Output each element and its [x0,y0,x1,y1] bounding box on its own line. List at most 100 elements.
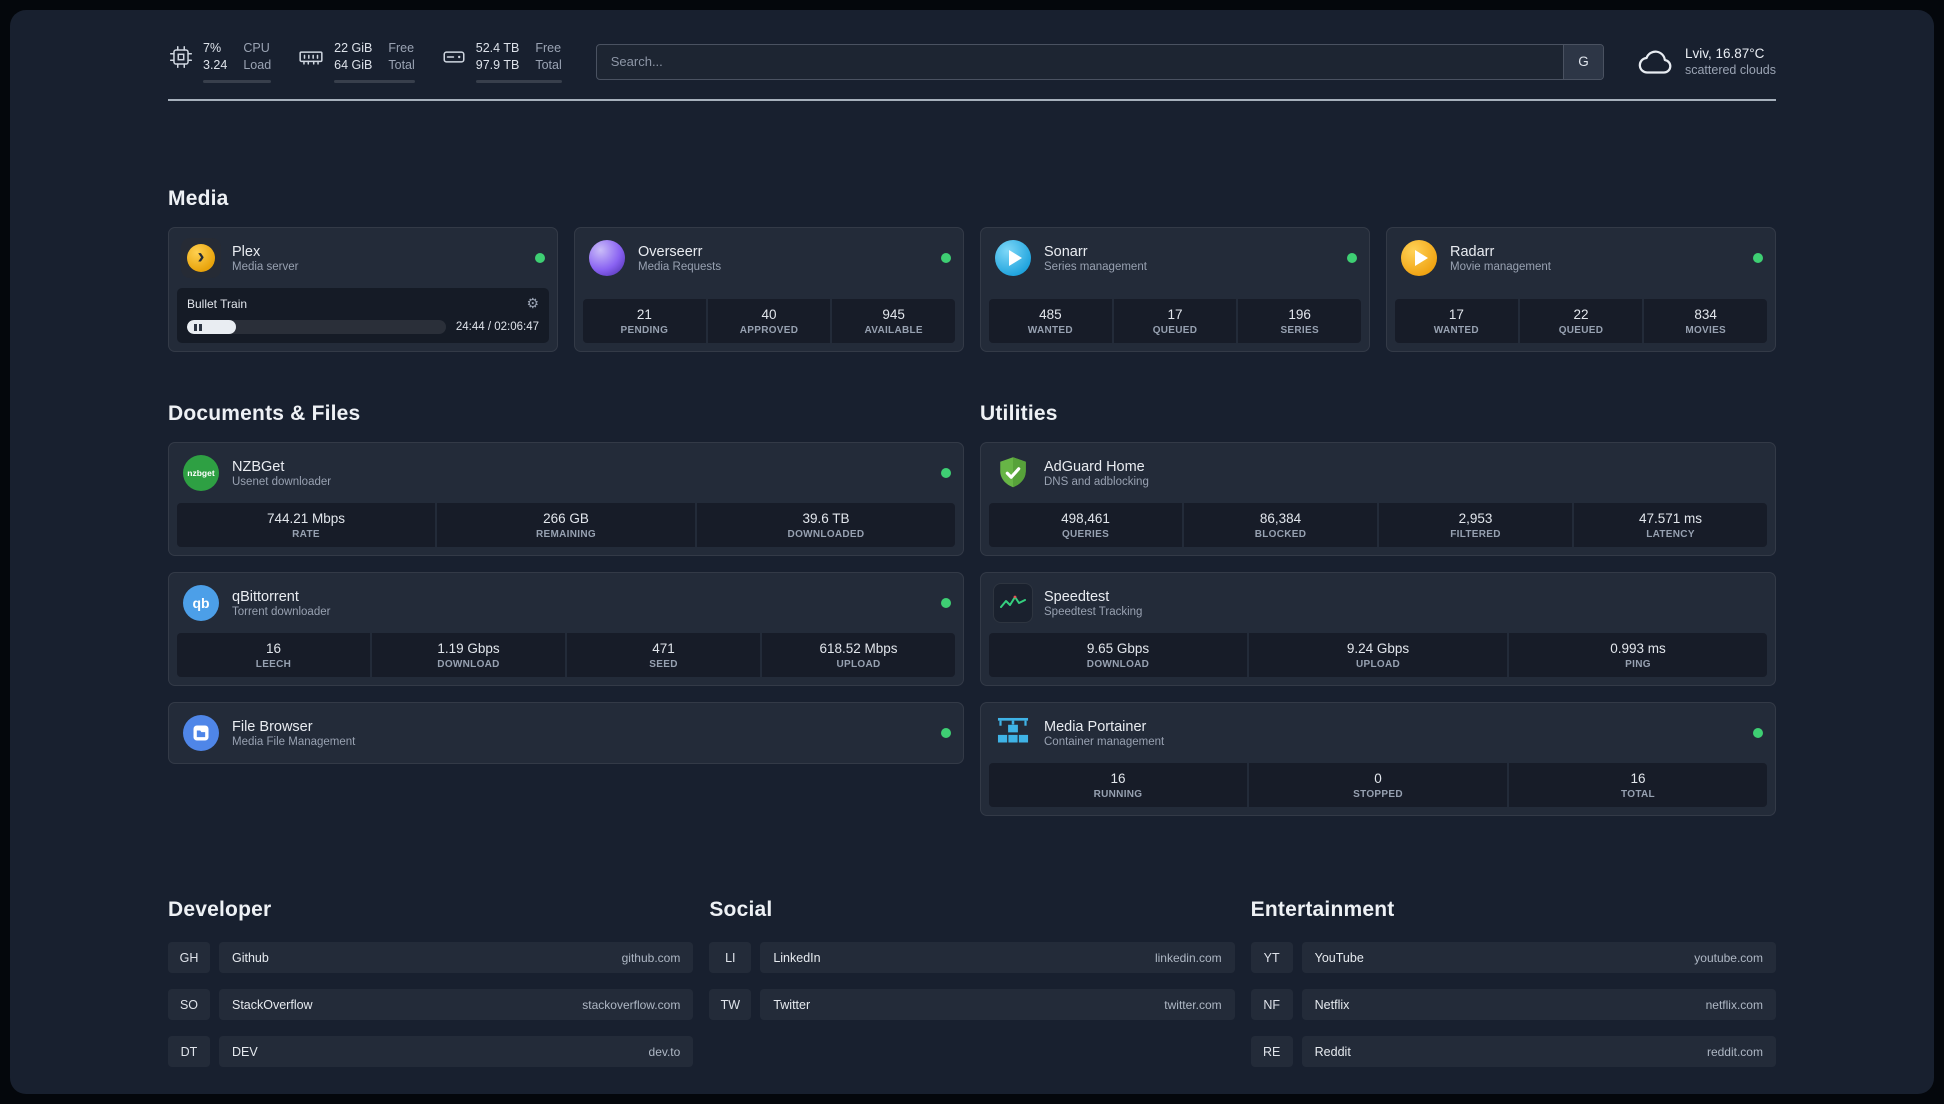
stat-remaining: 266 GB REMAINING [437,503,695,547]
cpu-percent: 7% [203,41,222,55]
card-title: Plex [232,243,261,260]
play-icon [1008,250,1022,266]
plex-card[interactable]: › Plex Media server Bullet Train ⚙ [168,227,558,352]
card-title: NZBGet [232,458,285,475]
weather-widget: Lviv, 16.87°C scattered clouds [1638,46,1776,77]
documents-section-heading: Documents & Files [168,402,361,425]
cloud-icon [1638,50,1672,74]
stat-downloaded: 39.6 TB DOWNLOADED [697,503,955,547]
filebrowser-card[interactable]: File Browser Media File Management [168,702,964,764]
bookmark-abbr: SO [168,989,210,1020]
memory-ram-icon [299,51,323,65]
card-title: Radarr [1450,243,1495,260]
stat-movies: 834 MOVIES [1644,299,1768,343]
cpu-label-1: CPU [243,41,270,55]
utilities-section-heading: Utilities [980,402,1058,425]
playback-time: 24:44 / 02:06:47 [455,321,539,333]
bookmark-netflix[interactable]: NF Netflix netflix.com [1250,989,1776,1020]
bookmark-name: DEV [232,1044,258,1059]
bookmark-url: dev.to [648,1044,681,1059]
card-title: Overseerr [638,243,703,260]
playback-progress-bar[interactable] [187,320,446,334]
stats-row: 16 RUNNING 0 STOPPED 16 TOTAL [981,763,1775,815]
bookmark-url: twitter.com [1164,997,1222,1012]
memory-usage-bar [334,79,415,83]
bookmark-name: StackOverflow [232,997,313,1012]
stat-approved: 40 APPROVED [707,299,831,343]
card-title: File Browser [232,718,313,735]
stat-leech: 16 LEECH [177,633,370,677]
qbittorrent-icon: qb [181,583,221,623]
entertainment-heading: Entertainment [1250,898,1395,921]
stat-filtered: 2,953 FILTERED [1379,503,1572,547]
bookmark-youtube[interactable]: YT YouTube youtube.com [1250,942,1776,973]
cpu-chip-icon [169,45,193,69]
stat-blocked: 86,384 BLOCKED [1184,503,1377,547]
card-subtitle: Media server [232,260,299,273]
search-input[interactable] [595,43,1604,80]
media-section: Media › Plex Media server Bullet Train ⚙ [168,187,1776,352]
disk-widget: 52.4 TB Free 97.9 TB Total [441,40,562,83]
portainer-crane-icon [993,713,1033,753]
bookmark-dev[interactable]: DT DEV dev.to [168,1036,694,1067]
bookmark-reddit[interactable]: RE Reddit reddit.com [1250,1036,1776,1067]
bookmark-name: Twitter [773,997,811,1012]
stat-ping: 0.993 ms PING [1509,633,1767,677]
bookmark-abbr: DT [168,1036,210,1067]
bookmark-linkedin[interactable]: LI LinkedIn linkedin.com [709,942,1235,973]
stat-total: 16 TOTAL [1509,763,1767,807]
bookmark-abbr: NF [1250,989,1293,1020]
bookmark-twitter[interactable]: TW Twitter twitter.com [709,989,1235,1020]
stat-download: 9.65 Gbps DOWNLOAD [989,633,1247,677]
stat-wanted: 17 WANTED [1395,299,1518,343]
card-subtitle: Media File Management [232,735,356,748]
status-dot [941,468,951,478]
stat-latency: 47.571 ms LATENCY [1574,503,1767,547]
speedtest-card[interactable]: Speedtest Speedtest Tracking 9.65 Gbps DO… [980,572,1776,686]
memory-widget: 22 GiB Free 64 GiB Total [297,40,415,83]
status-dot [941,253,951,263]
card-subtitle: Movie management [1450,260,1551,273]
bookmark-abbr: GH [168,942,210,973]
plex-icon: › [181,238,221,278]
stat-upload: 618.52 Mbps UPLOAD [762,633,955,677]
radarr-card[interactable]: Radarr Movie management 17 WANTED 22 QUEUE… [1386,227,1776,352]
google-search-button[interactable]: G [1562,44,1603,79]
radarr-icon [1399,238,1439,278]
bookmark-abbr: TW [709,989,752,1020]
stat-running: 16 RUNNING [989,763,1247,807]
card-subtitle: Series management [1044,260,1147,273]
stats-row: 485 WANTED 17 QUEUED 196 SERIES [981,299,1369,351]
stats-row: 17 WANTED 22 QUEUED 834 MOVIES [1387,299,1775,351]
memory-free: 22 GiB [334,41,373,55]
stats-row: 16 LEECH 1.19 Gbps DOWNLOAD 471 SEED 618.52… [169,633,963,685]
documents-section: Documents & Files nzbget NZBGet Usenet d… [168,402,964,832]
pause-icon[interactable] [194,323,197,331]
stat-wanted: 485 WANTED [989,299,1112,343]
weather-location: Lviv, 16.87°C [1684,46,1765,61]
status-dot [1753,253,1763,263]
overseerr-card[interactable]: Overseerr Media Requests 21 PENDING 40 APP… [574,227,964,352]
status-dot [941,728,951,738]
adguard-card[interactable]: AdGuard Home DNS and adblocking 498,461 Q… [980,442,1776,556]
media-section-heading: Media [168,187,229,210]
bookmark-stackoverflow[interactable]: SO StackOverflow stackoverflow.com [168,989,694,1020]
bookmark-abbr: YT [1250,942,1293,973]
card-title: Media Portainer [1044,718,1147,735]
adguard-shield-icon [993,453,1033,493]
gear-icon[interactable]: ⚙ [526,295,539,311]
disk-drive-icon [443,51,465,63]
disk-total: 97.9 TB [475,58,520,73]
bookmark-url: linkedin.com [1154,950,1222,965]
sonarr-card[interactable]: Sonarr Series management 485 WANTED 17 QUE… [980,227,1370,352]
nzbget-card[interactable]: nzbget NZBGet Usenet downloader 744.21 M… [168,442,964,556]
stat-upload: 9.24 Gbps UPLOAD [1249,633,1507,677]
disk-label-1: Free [535,41,562,55]
bookmark-github[interactable]: GH Github github.com [168,942,694,973]
portainer-card[interactable]: Media Portainer Container management 16 R… [980,702,1776,816]
stat-queued: 22 QUEUED [1519,299,1643,343]
bookmark-url: netflix.com [1705,997,1763,1012]
bookmark-url: github.com [621,950,681,965]
card-subtitle: Usenet downloader [232,475,332,488]
qbittorrent-card[interactable]: qb qBittorrent Torrent downloader 16 LEEC… [168,572,964,686]
